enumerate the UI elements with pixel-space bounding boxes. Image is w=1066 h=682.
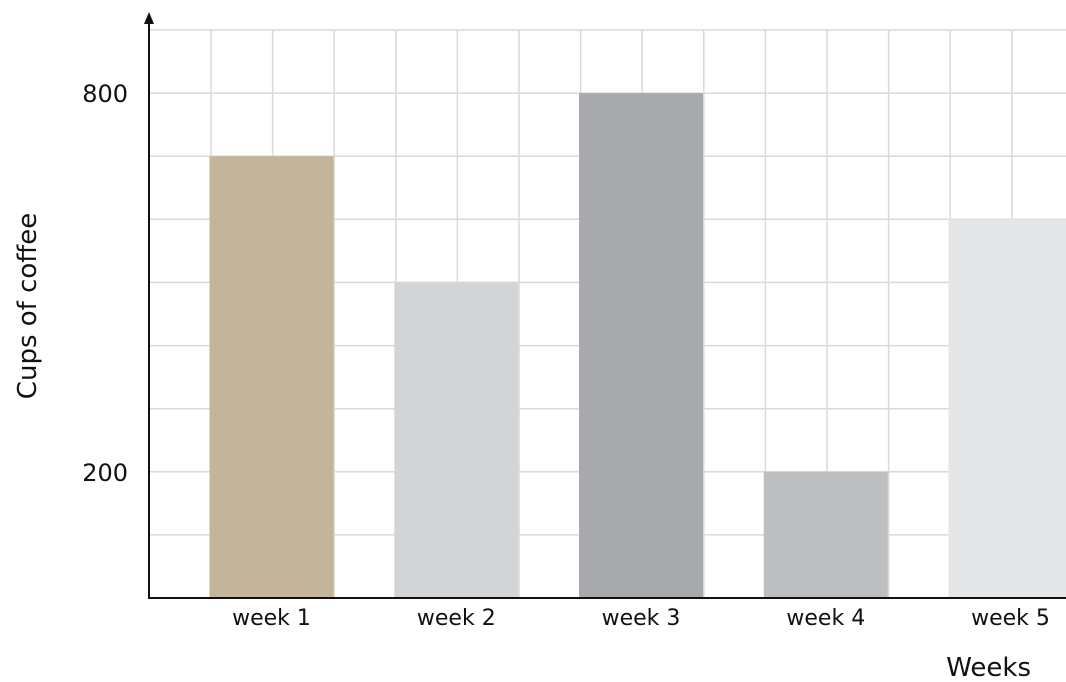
y-axis-label: Cups of coffee <box>13 213 43 399</box>
x-tick-label: week 4 <box>786 606 865 631</box>
y-tick-label: 800 <box>82 80 128 108</box>
bar-week-3 <box>579 93 703 598</box>
x-tick-label: week 3 <box>602 606 681 631</box>
x-tick-label: week 2 <box>417 606 496 631</box>
x-tick-label: week 5 <box>971 606 1050 631</box>
y-axis-arrow <box>144 12 154 24</box>
x-tick-label: week 1 <box>232 606 311 631</box>
x-axis-label: Weeks <box>946 653 1031 682</box>
bar-week-2 <box>394 282 519 598</box>
x-tick-labels: week 1 week 2 week 3 week 4 week 5 <box>232 606 1050 631</box>
bar-week-5 <box>948 219 1066 599</box>
bars <box>209 93 1066 599</box>
axes <box>144 12 1066 599</box>
y-tick-label: 200 <box>82 459 128 487</box>
y-ticks: 200 800 <box>82 80 128 487</box>
bar-week-1 <box>209 156 334 598</box>
bar-week-4 <box>763 471 888 598</box>
